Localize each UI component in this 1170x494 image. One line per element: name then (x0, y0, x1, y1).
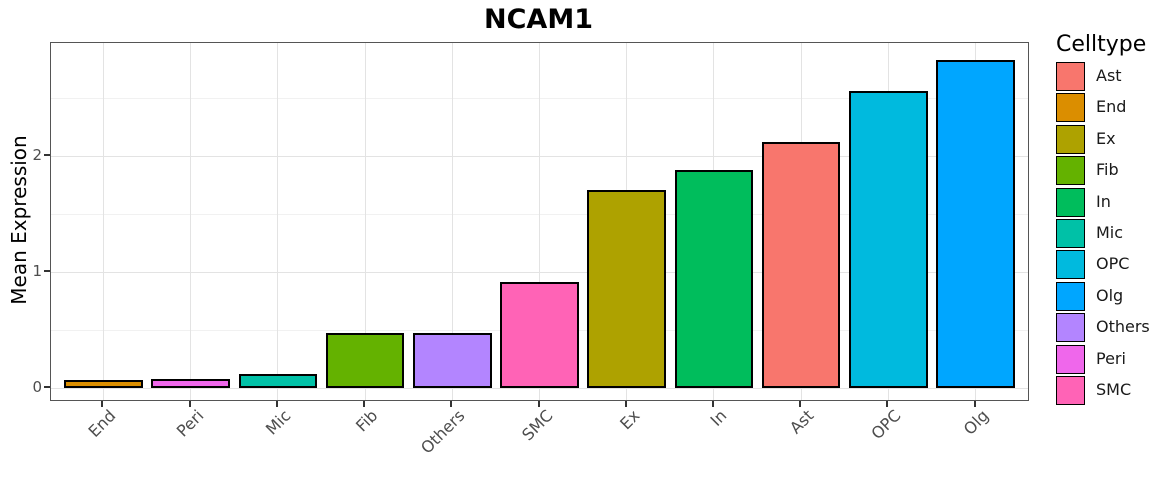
category-gridline (102, 43, 104, 400)
category-gridline (451, 43, 453, 400)
x-tick-label-mic: Mic (261, 406, 295, 439)
bar-fib (325, 333, 405, 388)
x-tick-mark (537, 401, 540, 407)
legend-title: Celltype (1056, 32, 1147, 57)
legend-label-fib: Fib (1096, 160, 1119, 180)
legend-label-olg: Olg (1096, 285, 1124, 305)
y-tick-label: 1 (32, 262, 42, 280)
x-tick-label-in: In (706, 406, 731, 430)
x-tick-mark (188, 401, 191, 407)
legend-swatch-ex (1056, 124, 1085, 154)
x-tick-label-others: Others (417, 406, 469, 458)
legend-label-smc: SMC (1096, 380, 1132, 399)
legend-swatch-fib (1056, 156, 1085, 186)
bar-ast (761, 142, 841, 388)
bar-mic (238, 374, 318, 388)
category-gridline (539, 43, 540, 400)
x-tick-mark (624, 401, 627, 407)
legend-label-end: End (1096, 97, 1127, 117)
chart-title: NCAM1 (484, 4, 593, 35)
legend-swatch-opc (1056, 250, 1085, 280)
x-tick-label-olg: Olg (959, 406, 993, 439)
bar-ex (587, 189, 666, 388)
legend-label-ast: Ast (1096, 66, 1122, 85)
bar-smc (500, 282, 579, 388)
category-gridline (364, 43, 366, 400)
x-tick-label-peri: Peri (172, 406, 207, 441)
legend-swatch-mic (1056, 219, 1085, 248)
bar-opc (849, 91, 928, 388)
x-tick-label-ast: Ast (786, 406, 818, 438)
x-tick-mark (275, 401, 278, 407)
bar-others (413, 333, 492, 388)
legend-swatch-olg (1056, 281, 1085, 311)
bar-end (64, 379, 143, 388)
x-tick-label-smc: SMC (517, 406, 556, 445)
bar-olg (936, 59, 1015, 388)
x-tick-mark (799, 401, 802, 407)
legend-swatch-others (1056, 313, 1085, 343)
legend-label-mic: Mic (1096, 223, 1124, 242)
legend-swatch-ast (1056, 62, 1085, 91)
x-tick-mark (363, 401, 366, 407)
legend-label-in: In (1096, 191, 1111, 211)
legend-swatch-end (1056, 93, 1085, 123)
plot-panel (50, 42, 1029, 401)
legend-swatch-peri (1056, 344, 1085, 374)
y-tick-label: 2 (32, 146, 42, 164)
bar-peri (151, 378, 230, 388)
legend-label-opc: OPC (1096, 254, 1130, 274)
x-tick-label-end: End (84, 406, 120, 441)
legend-label-peri: Peri (1096, 348, 1126, 368)
x-tick-label-opc: OPC (867, 406, 905, 444)
bar-in (674, 169, 754, 388)
y-tick-mark (44, 270, 50, 272)
y-tick-mark (44, 154, 50, 156)
x-tick-mark (886, 401, 889, 407)
x-tick-mark (973, 401, 976, 407)
y-tick-label: 0 (32, 378, 42, 396)
x-tick-mark (101, 401, 104, 407)
category-gridline (277, 43, 279, 400)
legend-swatch-smc (1056, 376, 1085, 405)
x-tick-label-ex: Ex (615, 406, 644, 434)
legend-swatch-in (1056, 187, 1085, 217)
legend-label-others: Others (1096, 317, 1150, 337)
legend-label-ex: Ex (1096, 128, 1116, 148)
x-tick-label-fib: Fib (352, 406, 382, 436)
category-gridline (190, 43, 192, 400)
x-tick-mark (450, 401, 453, 407)
y-tick-mark (44, 386, 50, 388)
x-tick-mark (711, 401, 714, 407)
